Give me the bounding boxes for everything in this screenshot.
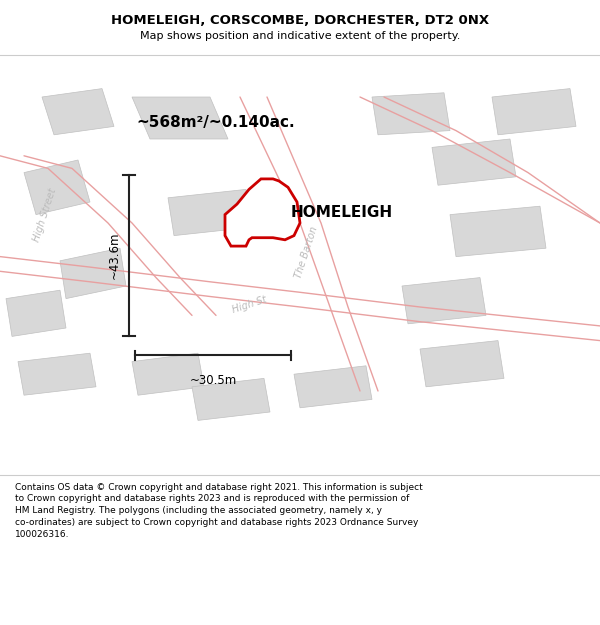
Polygon shape: [6, 290, 66, 336]
Text: HOMELEIGH, CORSCOMBE, DORCHESTER, DT2 0NX: HOMELEIGH, CORSCOMBE, DORCHESTER, DT2 0N…: [111, 14, 489, 27]
Text: HOMELEIGH: HOMELEIGH: [291, 205, 393, 220]
Polygon shape: [18, 353, 96, 395]
Polygon shape: [24, 160, 90, 214]
Polygon shape: [432, 139, 516, 185]
Text: ~43.6m: ~43.6m: [107, 232, 121, 279]
Text: Contains OS data © Crown copyright and database right 2021. This information is : Contains OS data © Crown copyright and d…: [15, 482, 423, 539]
Text: Map shows position and indicative extent of the property.: Map shows position and indicative extent…: [140, 31, 460, 41]
Text: The Barton: The Barton: [293, 225, 319, 279]
Text: ~30.5m: ~30.5m: [190, 374, 236, 388]
Text: High Street: High Street: [32, 187, 58, 242]
Polygon shape: [132, 97, 228, 139]
Polygon shape: [225, 179, 300, 246]
Polygon shape: [42, 89, 114, 135]
Polygon shape: [450, 206, 546, 257]
Polygon shape: [420, 341, 504, 387]
Polygon shape: [402, 278, 486, 324]
Polygon shape: [294, 366, 372, 408]
Polygon shape: [492, 89, 576, 135]
Text: ~568m²/~0.140ac.: ~568m²/~0.140ac.: [137, 115, 295, 130]
Polygon shape: [192, 378, 270, 421]
Polygon shape: [168, 189, 252, 236]
Text: High St: High St: [230, 294, 268, 315]
Polygon shape: [60, 248, 126, 299]
Polygon shape: [132, 353, 204, 395]
Polygon shape: [372, 92, 450, 135]
